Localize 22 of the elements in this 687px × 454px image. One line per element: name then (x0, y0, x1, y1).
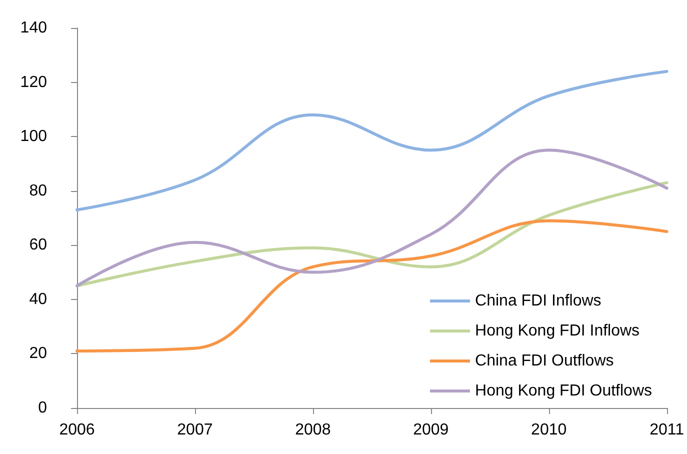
y-tick-label: 80 (29, 182, 48, 200)
legend-label: China FDI Inflows (475, 292, 602, 310)
x-tick-label: 2009 (413, 422, 449, 438)
line-series (76, 148, 668, 288)
y-tick-label: 100 (20, 128, 48, 146)
line-series (76, 219, 668, 352)
x-tick-label: 2011 (650, 422, 684, 438)
x-tick-label: 2010 (531, 422, 567, 438)
x-tick-label: 2007 (177, 422, 213, 438)
legend-label: Hong Kong FDI Inflows (475, 322, 640, 340)
y-tick-label: 40 (29, 290, 48, 308)
line-series (76, 181, 668, 288)
legend-label: China FDI Outflows (475, 352, 614, 370)
x-tick-label: 2006 (59, 422, 95, 438)
y-tick-label: 20 (29, 345, 48, 362)
y-tick-label: 140 (20, 20, 48, 36)
x-tick-label: 2008 (295, 422, 331, 438)
y-tick-label: 60 (29, 236, 48, 254)
y-tick-label: 0 (38, 400, 48, 416)
y-tick-label: 120 (20, 74, 48, 91)
legend-label: Hong Kong FDI Outflows (475, 382, 652, 400)
line-series (76, 70, 668, 212)
